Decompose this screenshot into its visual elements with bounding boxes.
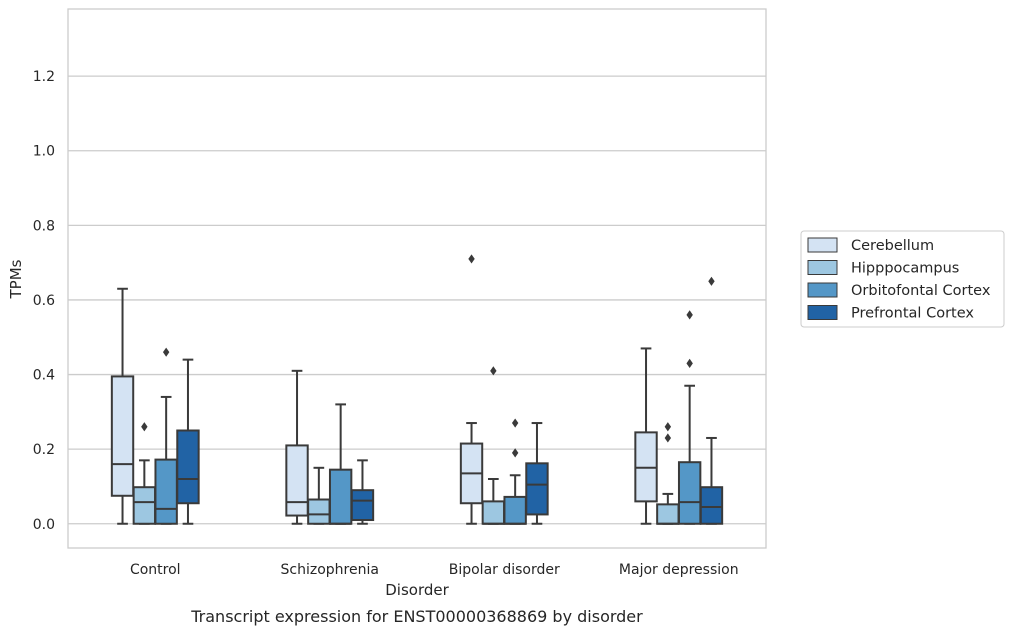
box-body [176,429,200,505]
x-tick-label: Schizophrenia [281,562,379,578]
box-body [699,486,724,525]
box-plot [634,347,658,525]
outlier-point [708,276,715,286]
grid-lines [68,75,766,525]
box-plot [132,422,157,525]
y-tick-labels: 0.0 0.2 0.4 0.6 0.8 1.0 1.2 [33,69,55,533]
legend-label: Prefrontal Cortex [851,306,974,322]
box-plot [307,466,331,525]
box-body [525,462,549,516]
legend-frame [800,230,1005,328]
box-plot [154,347,178,525]
outlier-point [490,366,497,376]
legend-swatch [807,282,838,298]
x-axis-title: Disorder [385,581,449,599]
chart-caption: Transcript expression for ENST0000036886… [190,607,643,626]
outlier-point [141,422,148,432]
y-tick-label: 1.0 [33,144,55,160]
y-tick-label: 0.4 [33,368,55,384]
outlier-point [664,433,672,443]
legend: Cerebellum Hipppocampus Orbitofontal Corte… [800,230,1005,328]
box-body [503,495,527,525]
box-plots [110,254,724,525]
x-tick-label: Control [130,562,181,578]
y-tick-label: 0.0 [33,517,55,533]
box-plot [677,310,702,525]
outlier-point [664,422,672,432]
box-body [656,503,680,525]
outlier-point [468,254,475,264]
plot-frame [67,8,767,549]
outlier-point [686,358,693,368]
box-plot [285,369,309,525]
box-plot [328,403,353,525]
legend-swatch [807,237,838,253]
x-tick-label: Bipolar disorder [449,562,560,578]
outlier-point [162,347,170,357]
box-plot [525,422,549,525]
box-plot [503,418,527,525]
box-plot [699,276,724,525]
box-body [677,461,702,525]
x-tick-labels: Control Schizophrenia Bipolar disorder Majo… [130,562,739,578]
box-body [481,500,506,525]
x-tick-label: Major depression [619,562,739,578]
legend-label: Cerebellum [851,238,934,254]
outlier-point [511,448,519,458]
legend-swatch [807,305,838,320]
y-tick-label: 0.8 [33,218,55,234]
legend-label: Orbitofontal Cortex [851,283,991,299]
outlier-point [686,310,693,320]
box-plot [656,422,680,525]
y-tick-label: 1.2 [33,69,55,85]
y-tick-label: 0.2 [33,442,55,458]
box-body [285,444,309,517]
y-axis-title: TPMs [7,259,25,299]
y-tick-label: 0.6 [33,293,55,309]
box-body [307,498,331,525]
outlier-point [511,418,519,428]
box-body [110,375,135,497]
box-plot [481,366,506,525]
legend-swatch [807,260,838,275]
box-body [350,489,375,522]
box-plot [176,358,200,525]
legend-label: Hipppocampus [851,261,959,277]
box-body [154,458,178,525]
box-body [328,468,353,525]
box-body [132,486,157,525]
box-plot [350,459,375,525]
box-plot [110,287,135,525]
box-plot [459,254,484,525]
